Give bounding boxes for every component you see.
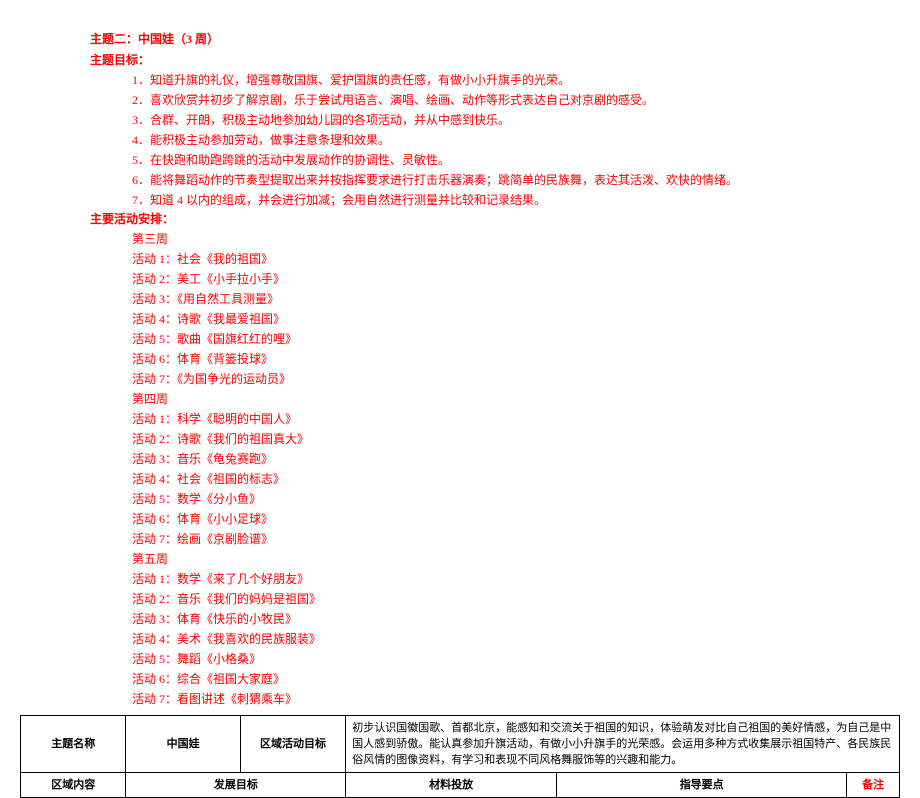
- cell-theme-name-label: 主题名称: [21, 716, 126, 773]
- theme-title: 主题二：中国娃（3 周）: [90, 30, 900, 47]
- table-row: 区域内容 发展目标 材料投放 指导要点 备注: [21, 773, 900, 798]
- activity-item: 活动 3：《用自然工具测量》: [132, 289, 900, 309]
- goal-item: 3．合群、开朗，积极主动地参加幼儿园的各项活动，并从中感到快乐。: [132, 110, 900, 130]
- activity-item: 活动 1：数学《来了几个好朋友》: [132, 569, 900, 589]
- activity-item: 活动 1：社会《我的祖国》: [132, 249, 900, 269]
- cell-dev-goal: 发展目标: [126, 773, 346, 798]
- cell-guidance: 指导要点: [557, 773, 847, 798]
- activity-item: 活动 7：看图讲述《刺猬乘车》: [132, 689, 900, 709]
- summary-table: 主题名称 中国娃 区域活动目标 初步认识国徽国歌、首都北京，能感知和交流关于祖国…: [20, 715, 900, 798]
- activity-item: 活动 3：音乐《龟兔赛跑》: [132, 449, 900, 469]
- cell-remarks: 备注: [847, 773, 900, 798]
- activity-item: 活动 2：美工《小手拉小手》: [132, 269, 900, 289]
- week-label: 第五周: [132, 549, 900, 569]
- week-label: 第四周: [132, 389, 900, 409]
- activity-item: 活动 3：体育《快乐的小牧民》: [132, 609, 900, 629]
- activity-item: 活动 2：音乐《我们的妈妈是祖国》: [132, 589, 900, 609]
- goals-label: 主题目标：: [90, 51, 900, 68]
- cell-area-goal-desc: 初步认识国徽国歌、首都北京，能感知和交流关于祖国的知识，体验萌发对比自己祖国的美…: [346, 716, 900, 773]
- activity-item: 活动 6：体育《小小足球》: [132, 509, 900, 529]
- activity-item: 活动 4：社会《祖国的标志》: [132, 469, 900, 489]
- activity-item: 活动 1：科学《聪明的中国人》: [132, 409, 900, 429]
- activity-item: 活动 2：诗歌《我们的祖国真大》: [132, 429, 900, 449]
- goal-item: 5．在快跑和助跑跨跳的活动中发展动作的协调性、灵敏性。: [132, 150, 900, 170]
- activity-item: 活动 6：综合《祖国大家庭》: [132, 669, 900, 689]
- goal-item: 4．能积极主动参加劳动，做事注意条理和效果。: [132, 130, 900, 150]
- goal-item: 2．喜欢欣赏并初步了解京剧，乐于尝试用语言、演唱、绘画、动作等形式表达自己对京剧…: [132, 90, 900, 110]
- cell-area-content: 区域内容: [21, 773, 126, 798]
- activity-item: 活动 5：数学《分小鱼》: [132, 489, 900, 509]
- activity-item: 活动 4：诗歌《我最爱祖国》: [132, 309, 900, 329]
- goal-item: 1．知道升旗的礼仪，增强尊敬国旗、爱护国旗的责任感，有做小小升旗手的光荣。: [132, 70, 900, 90]
- week-label: 第三周: [132, 229, 900, 249]
- activity-item: 活动 6：体育《背篓投球》: [132, 349, 900, 369]
- activity-item: 活动 7：绘画《京剧脸谱》: [132, 529, 900, 549]
- cell-area-goal-label: 区域活动目标: [240, 716, 345, 773]
- goal-item: 7．知道 4 以内的组成，并会进行加减；会用自然进行测量并比较和记录结果。: [132, 190, 900, 210]
- activity-item: 活动 4：美术《我喜欢的民族服装》: [132, 629, 900, 649]
- activity-item: 活动 7：《为国争光的运动员》: [132, 369, 900, 389]
- activity-item: 活动 5：歌曲《国旗红红的哩》: [132, 329, 900, 349]
- table-row: 主题名称 中国娃 区域活动目标 初步认识国徽国歌、首都北京，能感知和交流关于祖国…: [21, 716, 900, 773]
- cell-theme-name-value: 中国娃: [126, 716, 240, 773]
- activity-item: 活动 5：舞蹈《小格桑》: [132, 649, 900, 669]
- goal-item: 6．能将舞蹈动作的节奏型提取出来并按指挥要求进行打击乐器演奏；跳简单的民族舞，表…: [132, 170, 900, 190]
- cell-materials: 材料投放: [346, 773, 557, 798]
- activities-label: 主要活动安排：: [90, 210, 900, 227]
